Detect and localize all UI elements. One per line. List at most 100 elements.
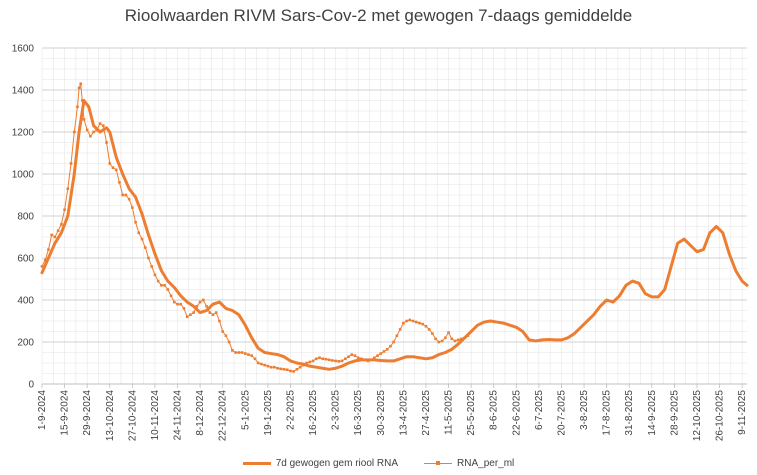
data-point-rna-per-ml	[373, 356, 376, 360]
data-point-rna-per-ml	[114, 168, 118, 172]
x-tick-label: 13-4-2025	[398, 390, 409, 436]
data-point-rna-per-ml	[324, 357, 328, 361]
data-point-rna-per-ml	[434, 337, 437, 341]
data-point-rna-per-ml	[247, 353, 250, 356]
data-point-rna-per-ml	[63, 208, 66, 211]
data-point-rna-per-ml	[308, 360, 312, 364]
x-tick-label: 8-6-2025	[489, 390, 500, 430]
data-point-rna-per-ml	[340, 359, 344, 363]
data-point-rna-per-ml	[108, 162, 112, 165]
data-point-rna-per-ml	[392, 340, 395, 344]
data-point-rna-per-ml	[460, 337, 463, 341]
x-tick-label: 22-6-2025	[511, 390, 522, 436]
x-tick-label: 22-12-2024	[218, 390, 229, 442]
data-point-rna-per-ml	[66, 187, 70, 190]
data-point-rna-per-ml	[385, 348, 389, 351]
data-point-rna-per-ml	[405, 319, 408, 323]
x-tick-label: 27-10-2024	[127, 390, 138, 442]
data-point-rna-per-ml	[440, 339, 444, 343]
data-point-rna-per-ml	[95, 128, 99, 132]
data-point-rna-per-ml	[118, 181, 121, 184]
data-point-rna-per-ml	[402, 321, 405, 325]
data-point-rna-per-ml	[282, 368, 286, 371]
data-point-rna-per-ml	[421, 322, 425, 326]
series-layer	[40, 82, 749, 373]
data-point-rna-per-ml	[77, 86, 81, 90]
data-point-rna-per-ml	[147, 256, 150, 260]
data-point-rna-per-ml	[302, 363, 305, 367]
x-tick-label: 8-12-2024	[195, 390, 206, 436]
data-point-rna-per-ml	[444, 336, 447, 340]
y-tick-label: 400	[17, 296, 34, 307]
x-tick-label: 16-2-2025	[308, 390, 319, 436]
data-point-rna-per-ml	[376, 354, 379, 357]
x-tick-label: 25-5-2025	[466, 390, 477, 436]
data-point-rna-per-ml	[227, 340, 231, 344]
data-point-rna-per-ml	[318, 356, 321, 360]
data-point-rna-per-ml	[102, 124, 105, 127]
x-tick-label: 24-11-2024	[173, 390, 184, 441]
data-point-rna-per-ml	[189, 313, 192, 316]
x-tick-label: 28-9-2025	[669, 390, 680, 436]
data-point-rna-per-ml	[424, 324, 428, 328]
data-point-rna-per-ml	[192, 311, 195, 314]
data-point-rna-per-ml	[50, 233, 53, 237]
data-point-rna-per-ml	[82, 118, 86, 121]
data-point-rna-per-ml	[205, 305, 208, 308]
x-tick-label: 17-8-2025	[602, 390, 613, 436]
data-point-rna-per-ml	[314, 357, 318, 361]
x-tick-label: 9-11-2025	[737, 390, 748, 435]
data-point-rna-per-ml	[111, 166, 115, 169]
data-point-rna-per-ml	[166, 288, 170, 291]
x-tick-label: 26-10-2025	[715, 390, 726, 442]
data-point-rna-per-ml	[295, 368, 299, 371]
data-point-rna-per-ml	[453, 339, 457, 343]
data-point-rna-per-ml	[447, 331, 450, 334]
data-point-rna-per-ml	[182, 307, 186, 310]
data-point-rna-per-ml	[379, 352, 383, 355]
legend-item-rna-per-ml: RNA_per_ml	[424, 455, 514, 471]
major-gridlines	[42, 47, 747, 385]
legend-label-rna-per-ml: RNA_per_ml	[457, 457, 515, 469]
data-point-rna-per-ml	[360, 357, 363, 361]
x-tick-label: 30-3-2025	[376, 390, 387, 436]
data-point-rna-per-ml	[450, 337, 454, 341]
y-tick-label: 0	[28, 380, 34, 391]
data-point-rna-per-ml	[395, 334, 399, 337]
data-point-rna-per-ml	[279, 367, 283, 371]
data-point-rna-per-ml	[43, 258, 47, 262]
data-point-rna-per-ml	[418, 321, 421, 325]
y-tick-label: 800	[17, 212, 34, 223]
legend-label-weighted-avg: 7d gewogen gem riool RNA	[275, 457, 399, 469]
data-point-rna-per-ml	[150, 265, 154, 268]
data-point-rna-per-ml	[140, 237, 144, 241]
data-point-rna-per-ml	[311, 359, 315, 363]
data-point-rna-per-ml	[105, 141, 108, 144]
data-point-rna-per-ml	[134, 221, 137, 224]
y-axis-ticks: 0 200 400 600 800 1000 1200 1400 1600	[12, 44, 35, 391]
data-point-rna-per-ml	[198, 300, 202, 304]
legend: 7d gewogen gem riool RNA RNA_per_ml	[0, 455, 757, 471]
data-point-rna-per-ml	[53, 235, 57, 239]
data-point-rna-per-ml	[266, 364, 270, 368]
x-tick-label: 20-7-2025	[556, 390, 567, 436]
x-tick-label: 2-3-2025	[331, 390, 342, 430]
data-point-rna-per-ml	[156, 279, 160, 283]
data-point-rna-per-ml	[60, 223, 63, 226]
data-point-rna-per-ml	[224, 334, 228, 337]
legend-swatch-thick-line	[242, 461, 271, 465]
data-point-rna-per-ml	[163, 284, 166, 287]
data-point-rna-per-ml	[124, 193, 128, 197]
data-point-rna-per-ml	[334, 359, 337, 363]
data-point-rna-per-ml	[202, 298, 205, 302]
data-point-rna-per-ml	[273, 365, 276, 369]
data-point-rna-per-ml	[153, 273, 157, 277]
legend-swatch-marker-line	[424, 460, 453, 465]
data-point-rna-per-ml	[414, 320, 418, 324]
data-point-rna-per-ml	[466, 334, 470, 337]
x-tick-label: 2-2-2025	[285, 390, 296, 430]
data-point-rna-per-ml	[169, 294, 173, 298]
data-point-rna-per-ml	[408, 318, 412, 322]
